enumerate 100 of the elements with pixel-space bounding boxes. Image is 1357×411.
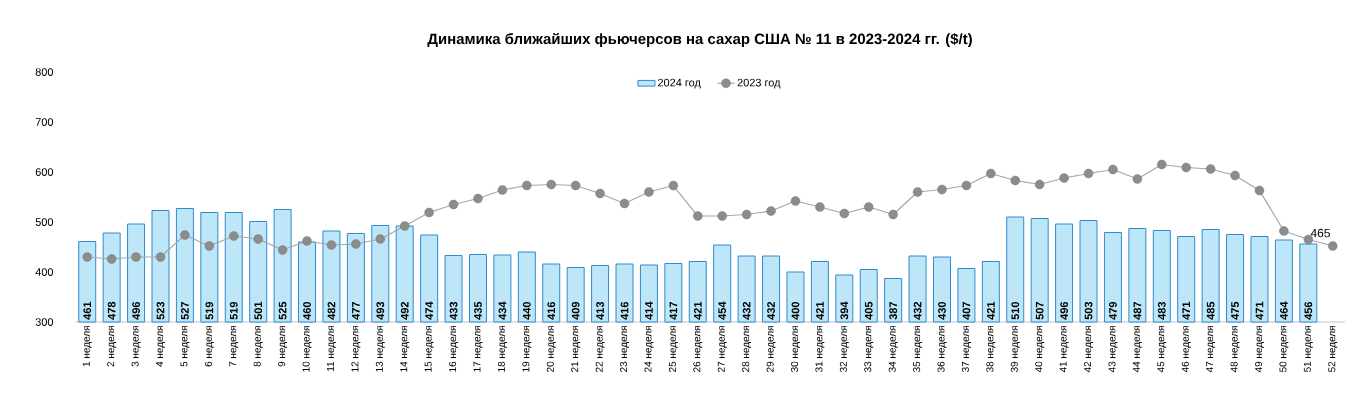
x-tick-label: 17 неделя (473, 326, 483, 372)
data-label: 434 (498, 301, 507, 320)
point (693, 211, 703, 221)
data-label: 465 (1310, 228, 1330, 238)
data-label: 496 (132, 301, 140, 320)
point (1279, 226, 1289, 236)
point (815, 202, 825, 212)
data-label: 479 (1109, 301, 1117, 320)
data-label: 527 (181, 302, 189, 320)
legend-label: 2024 год (658, 78, 701, 89)
data-label: 485 (1206, 301, 1215, 320)
x-tick-label: 50 неделя (1279, 326, 1289, 373)
point (619, 198, 630, 209)
point (668, 180, 679, 191)
x-tick-label: 43 неделя (1108, 326, 1118, 373)
point (473, 193, 483, 204)
data-label: 421 (987, 301, 995, 320)
x-tick-label: 1 неделя (82, 326, 92, 367)
point (1010, 175, 1020, 186)
data-label: 478 (107, 301, 116, 320)
point (1108, 164, 1118, 175)
point (986, 168, 996, 179)
point (400, 221, 410, 231)
data-label: 519 (205, 301, 214, 320)
point (253, 234, 263, 244)
point (155, 252, 166, 262)
data-label: 405 (864, 301, 873, 320)
x-tick-label: 24 неделя (644, 326, 654, 372)
data-label: 416 (547, 301, 556, 320)
data-label: 413 (596, 301, 604, 320)
point (204, 241, 215, 251)
x-tick-label: 41 неделя (1059, 326, 1069, 373)
point (546, 179, 556, 190)
data-label: 432 (767, 301, 775, 320)
point (1230, 170, 1240, 181)
x-tick-label: 34 неделя (888, 326, 898, 373)
x-tick-label: 18 неделя (497, 326, 507, 372)
x-tick-label: 26 неделя (693, 326, 703, 372)
x-tick-label: 40 неделя (1035, 326, 1045, 373)
x-tick-label: 19 неделя (522, 326, 532, 372)
point (1205, 164, 1216, 174)
point (106, 254, 117, 264)
data-label: 493 (376, 301, 385, 320)
x-tick-label: 15 неделя (424, 326, 434, 372)
point (888, 209, 898, 220)
x-tick-label: 16 неделя (449, 326, 459, 372)
point (82, 252, 92, 262)
data-label: 496 (1060, 301, 1068, 320)
point (1059, 173, 1069, 183)
point (1181, 162, 1191, 173)
data-label: 519 (229, 301, 238, 320)
data-label: 440 (522, 301, 531, 320)
x-tick-label: 30 неделя (790, 326, 800, 373)
point (839, 208, 849, 219)
point (229, 231, 239, 241)
data-label: 407 (962, 302, 971, 320)
point (448, 199, 459, 210)
data-label: 503 (1084, 301, 1093, 320)
x-tick-label: 23 неделя (620, 326, 629, 372)
data-label: 432 (913, 301, 922, 320)
point (302, 236, 312, 246)
point (497, 185, 508, 195)
x-tick-label: 36 неделя (937, 326, 947, 373)
data-label: 454 (718, 301, 727, 320)
data-label: 430 (938, 301, 946, 320)
point (644, 187, 654, 197)
data-label: 525 (278, 301, 287, 320)
point (717, 211, 727, 221)
data-label: 487 (1133, 302, 1142, 320)
x-tick-label: 3 неделя (131, 326, 141, 367)
data-label: 492 (400, 301, 409, 320)
data-label: 387 (889, 302, 898, 320)
x-tick-label: 47 неделя (1206, 326, 1216, 373)
x-tick-label: 33 неделя (864, 326, 874, 373)
point (1254, 185, 1265, 196)
x-tick-label: 27 неделя (717, 326, 727, 372)
point (522, 180, 532, 191)
point (351, 239, 361, 249)
data-label: 435 (474, 301, 482, 320)
x-tick-label: 13 неделя (375, 326, 385, 372)
data-label: 394 (840, 301, 849, 320)
x-tick-label: 25 неделя (668, 326, 678, 372)
point (131, 252, 141, 262)
data-label: 510 (1011, 301, 1020, 320)
point (1328, 241, 1338, 251)
data-label: 416 (620, 301, 629, 320)
x-tick-label: 44 неделя (1132, 326, 1142, 373)
data-label: 433 (449, 301, 458, 320)
point (1132, 174, 1143, 184)
x-tick-label: 38 неделя (986, 326, 996, 373)
data-label: 400 (791, 301, 800, 320)
data-label: 461 (83, 301, 92, 320)
x-tick-label: 32 неделя (839, 326, 849, 373)
data-label: 507 (1035, 302, 1044, 320)
point (937, 184, 947, 195)
y-tick-label: 700 (35, 118, 54, 126)
data-label: 501 (254, 301, 263, 320)
data-label: 414 (645, 301, 653, 320)
data-label: 483 (1157, 301, 1166, 320)
point (961, 180, 972, 191)
